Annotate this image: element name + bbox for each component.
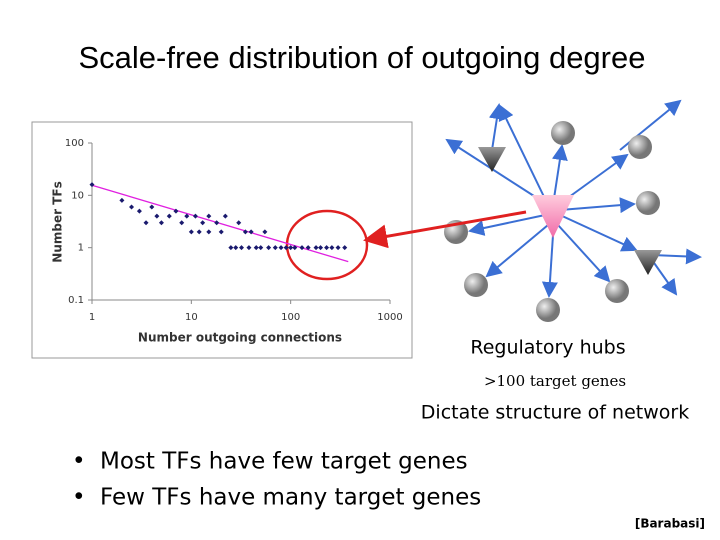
- y-axis-label: Number TFs: [51, 181, 65, 262]
- data-point: [233, 245, 239, 251]
- bullet-dot: •: [72, 449, 86, 475]
- data-point: [196, 229, 202, 235]
- x-tick-label: 10: [185, 312, 198, 323]
- data-point: [288, 245, 294, 251]
- data-point: [166, 213, 172, 219]
- x-tick-label: 1000: [377, 312, 402, 323]
- data-point: [200, 220, 206, 226]
- data-point: [299, 245, 305, 251]
- chart-frame: [31, 121, 413, 359]
- data-point: [143, 220, 149, 226]
- bullet: Most TFs have few target genes: [100, 449, 468, 475]
- x-tick-label: 1: [89, 312, 95, 323]
- hub-arrows: [445, 99, 702, 298]
- hub-nodes: [444, 121, 662, 322]
- data-point: [149, 204, 155, 210]
- data-point: [192, 213, 198, 219]
- data-point: [266, 245, 272, 251]
- data-point: [272, 245, 278, 251]
- bullet-dot: •: [72, 485, 86, 511]
- data-point: [236, 220, 242, 226]
- data-point: [335, 245, 341, 251]
- data-point: [305, 245, 311, 251]
- data-point: [292, 245, 298, 251]
- data-point: [262, 229, 268, 235]
- y-tick-label: 0.1: [68, 295, 84, 306]
- data-point: [283, 245, 289, 251]
- data-point: [228, 245, 234, 251]
- citation: [Barabasi]: [635, 517, 705, 531]
- slide-title: Scale-free distribution of outgoing degr…: [79, 40, 646, 75]
- data-point: [248, 229, 254, 235]
- data-point: [324, 245, 330, 251]
- hub-note: >100 target genes: [484, 372, 626, 390]
- data-point: [179, 220, 185, 226]
- data-point: [129, 204, 135, 210]
- bullet: Few TFs have many target genes: [100, 485, 481, 511]
- highlight-arrow: [363, 210, 527, 249]
- x-tick-label: 100: [281, 312, 300, 323]
- data-point: [119, 197, 125, 203]
- data-point: [206, 229, 212, 235]
- y-tick-label: 100: [65, 138, 84, 149]
- hub-label: Regulatory hubs: [470, 337, 625, 359]
- data-point: [278, 245, 284, 251]
- data-point: [318, 245, 324, 251]
- y-tick-label: 1: [78, 243, 84, 254]
- data-point: [173, 208, 179, 214]
- data-point: [222, 213, 228, 219]
- data-point: [246, 245, 252, 251]
- data-point: [313, 245, 319, 251]
- data-point: [342, 245, 348, 251]
- data-point: [206, 213, 212, 219]
- data-point: [239, 245, 245, 251]
- data-point: [158, 220, 164, 226]
- data-point: [136, 208, 142, 214]
- data-point: [184, 213, 190, 219]
- data-point: [89, 182, 95, 188]
- data-point: [329, 245, 335, 251]
- data-point: [253, 245, 259, 251]
- data-point: [214, 220, 220, 226]
- data-point: [154, 213, 160, 219]
- data-point: [242, 229, 248, 235]
- data-point: [258, 245, 264, 251]
- y-tick-label: 10: [71, 190, 84, 201]
- x-axis-label: Number outgoing connections: [138, 331, 342, 345]
- diagram-caption: Dictate structure of network: [421, 402, 689, 424]
- data-point: [188, 229, 194, 235]
- data-point: [218, 229, 224, 235]
- trend-line: [91, 184, 349, 263]
